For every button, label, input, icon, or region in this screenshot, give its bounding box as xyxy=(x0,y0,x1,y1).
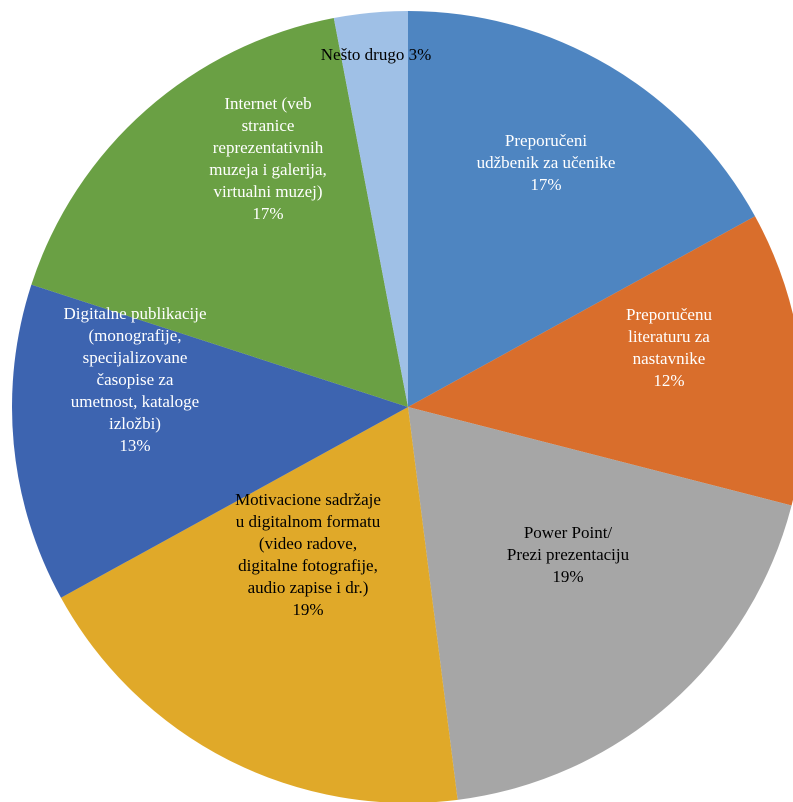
pie-labels: Preporučeni udžbenik za učenike 17%Preporu… xyxy=(63,45,712,619)
pie-slice-label-line: izložbi) xyxy=(109,414,161,433)
pie-slice-label-line: Prezi prezentaciju xyxy=(507,545,630,564)
pie-slice-value-label: 17% xyxy=(252,204,283,223)
pie-slice-label-line: (video radove, xyxy=(259,534,357,553)
pie-slice-label-line: specijalizovane xyxy=(83,348,188,367)
pie-slice-label-line: digitalne fotografije, xyxy=(238,556,378,575)
pie-slice-label-line: (monografije, xyxy=(89,326,182,345)
pie-slice-label-line: Preporučeni xyxy=(505,131,587,150)
pie-slice-label-line: u digitalnom formatu xyxy=(236,512,381,531)
pie-slice-value-label: 17% xyxy=(530,175,561,194)
pie-slice-4 xyxy=(60,407,458,802)
pie-slice-label-line: Digitalne publikacije xyxy=(63,304,206,323)
pie-slice-label-text: Nešto drugo xyxy=(321,45,409,64)
pie-slices xyxy=(11,11,793,802)
pie-slice-label-line: reprezentativnih xyxy=(213,138,324,157)
pie-slice-label-line: Internet (veb xyxy=(224,94,311,113)
pie-slice-label-line: Preporučenu xyxy=(626,305,712,324)
pie-slice-label-4: Motivacione sadržaje u digitalnom formatu… xyxy=(235,490,381,619)
pie-slice-label-line: virtualni muzej) xyxy=(213,182,322,201)
pie-slice-label-line: nastavnike xyxy=(633,349,706,368)
pie-slice-label-1: Preporučeni udžbenik za učenike 17% xyxy=(477,131,616,194)
pie-slice-label-7: Nešto drugo 3% xyxy=(321,45,432,64)
pie-slice-label-line: Power Point/ xyxy=(524,523,613,542)
pie-slice-label-line: Motivacione sadržaje xyxy=(235,490,381,509)
pie-slice-5 xyxy=(11,284,409,598)
pie-slice-label-5: Digitalne publikacije (monografije, specij… xyxy=(63,304,206,455)
pie-slice-value-label: 13% xyxy=(119,436,150,455)
pie-slice-value-label: 19% xyxy=(292,600,323,619)
pie-slice-7 xyxy=(333,11,408,407)
pie-slice-value-label: 12% xyxy=(653,371,684,390)
pie-slice-label-line: literaturu za xyxy=(628,327,710,346)
pie-slice-label-line: stranice xyxy=(242,116,295,135)
pie-slice-label-2: Preporučenu literaturu za nastavnike 12% xyxy=(626,305,712,390)
pie-slice-label-6: Internet (veb stranice reprezentativnih muz… xyxy=(209,94,327,223)
pie-slice-3 xyxy=(408,407,792,800)
pie-slice-6 xyxy=(31,18,408,407)
pie-slice-value-label: 19% xyxy=(552,567,583,586)
pie-slice-value-label: 3% xyxy=(409,45,432,64)
pie-slice-label-line: muzeja i galerija, xyxy=(209,160,327,179)
pie-slice-label-line: umetnost, kataloge xyxy=(71,392,199,411)
pie-slice-label-line: audio zapise i dr.) xyxy=(248,578,369,597)
pie-slice-label-line: časopise za xyxy=(97,370,174,389)
pie-slice-label-3: Power Point/Prezi prezentaciju 19% xyxy=(507,523,630,586)
pie-slice-2 xyxy=(408,216,793,506)
pie-slice-label-line: udžbenik za učenike xyxy=(477,153,616,172)
pie-slice-1 xyxy=(408,11,756,407)
